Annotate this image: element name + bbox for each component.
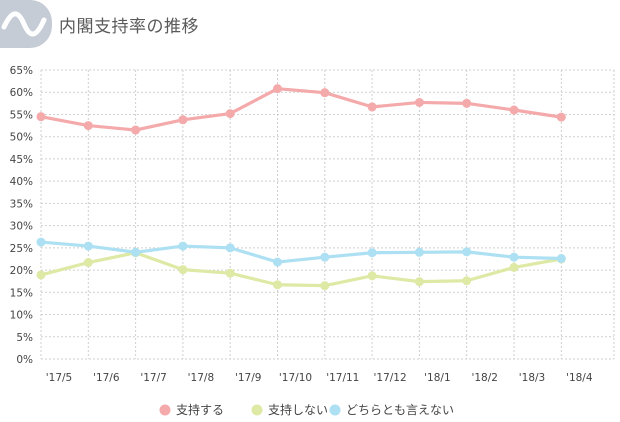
data-point [178,115,188,125]
y-tick-label: 40% [10,176,33,188]
data-point [462,98,472,108]
data-point [509,105,519,115]
series-line-1 [39,87,563,132]
data-point [178,265,188,275]
legend-label: 支持しない [268,402,328,417]
y-tick-label: 20% [10,265,33,277]
data-point [131,247,141,257]
data-point [225,243,235,253]
logo-wave-icon [0,0,52,48]
data-point [225,268,235,278]
x-tick-label: '18/4 [566,372,593,384]
data-point [36,237,46,247]
y-tick-label: 15% [10,287,33,299]
page-header: 内閣支持率の推移 [0,0,620,48]
x-tick-label: '17/6 [93,372,120,384]
series-line-3 [39,240,563,264]
data-point [509,262,519,272]
data-point [320,281,330,291]
data-point [83,258,93,268]
data-point [367,248,377,258]
data-point [225,109,235,119]
legend-label: 支持する [176,402,224,417]
y-tick-label: 35% [10,198,33,210]
y-tick-label: 25% [10,243,33,255]
legend-marker [159,404,171,416]
x-tick-label: '17/11 [326,372,359,384]
y-tick-label: 45% [10,154,33,166]
data-point [414,247,424,257]
x-tick-label: '17/12 [374,372,407,384]
data-point [273,257,282,267]
data-point [36,112,46,122]
data-point [273,280,282,290]
y-tick-label: 5% [16,332,33,344]
data-point [273,84,282,94]
series-line-2 [39,251,563,288]
data-point [414,97,424,107]
data-point [462,276,472,286]
x-tick-label: '17/5 [46,372,72,384]
x-tick-label: '17/10 [279,372,312,384]
data-point [320,252,330,262]
y-tick-label: 30% [10,221,33,233]
x-tick-label: '18/1 [424,372,450,384]
y-tick-label: 0% [16,354,33,366]
y-tick-label: 55% [10,109,33,121]
data-point [178,241,188,251]
x-tick-label: '17/7 [140,372,166,384]
data-point [414,277,424,287]
y-tick-label: 65% [10,65,33,77]
legend-marker [251,404,263,416]
data-point [556,254,566,264]
data-point [367,271,377,281]
data-point [320,88,330,98]
x-tick-label: '17/9 [235,372,261,384]
x-tick-label: '17/8 [188,372,214,384]
legend-label: どちらとも言えない [346,403,454,417]
legend-marker [329,404,341,416]
data-point [83,241,93,251]
y-tick-label: 10% [10,310,33,322]
data-point [36,270,46,280]
data-point [367,102,377,112]
data-point [462,247,472,257]
x-tick-label: '18/3 [519,372,545,384]
data-point [131,125,141,135]
y-tick-label: 60% [10,87,33,99]
data-point [556,112,566,122]
data-point [509,252,519,262]
x-tick-label: '18/2 [471,372,497,384]
page-title: 内閣支持率の推移 [59,17,199,37]
data-point [83,121,93,131]
y-tick-label: 50% [10,132,33,144]
